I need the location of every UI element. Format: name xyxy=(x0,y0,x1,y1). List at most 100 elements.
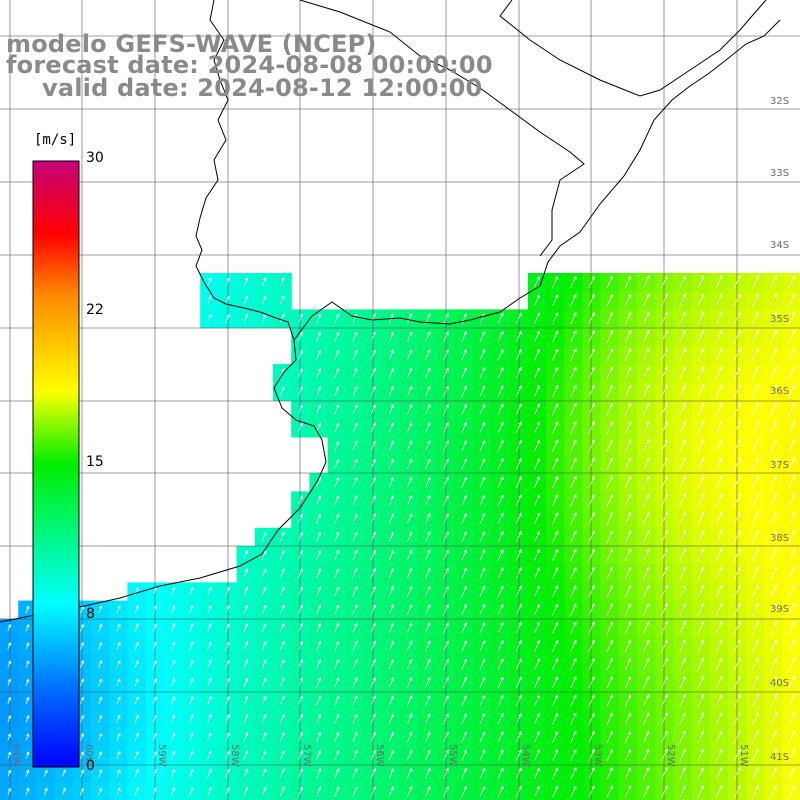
wind-arrow xyxy=(152,659,157,669)
wind-arrow xyxy=(497,530,504,543)
wind-arrow xyxy=(679,530,686,544)
wind-cell xyxy=(764,400,784,420)
wind-cell xyxy=(764,618,784,638)
wind-arrow xyxy=(443,330,449,342)
wind-arrow xyxy=(316,586,322,597)
wind-arrow xyxy=(352,731,358,742)
wind-arrow xyxy=(406,385,413,397)
wind-cell xyxy=(728,345,747,365)
wind-cell xyxy=(673,637,693,656)
wind-arrow xyxy=(552,749,559,761)
wind-arrow xyxy=(352,549,358,560)
wind-arrow xyxy=(443,640,449,652)
wind-arrow xyxy=(770,511,778,526)
wind-arrow xyxy=(497,603,504,616)
wind-arrow xyxy=(661,712,668,725)
wind-arrow xyxy=(588,585,595,598)
wind-arrow xyxy=(715,566,723,580)
wind-cell xyxy=(673,400,693,420)
wind-cell xyxy=(764,473,784,492)
wind-arrow xyxy=(788,438,796,453)
wind-arrow xyxy=(661,275,668,289)
wind-arrow xyxy=(243,277,249,287)
wind-arrow xyxy=(425,640,431,652)
wind-arrow xyxy=(733,657,741,671)
wind-arrow xyxy=(298,513,303,524)
wind-arrow xyxy=(479,439,486,452)
wind-arrow xyxy=(388,422,395,433)
wind-arrow xyxy=(606,603,613,616)
wind-cell xyxy=(691,473,711,492)
wind-arrow xyxy=(370,440,376,451)
wind-cell xyxy=(746,637,765,656)
wind-arrow xyxy=(715,420,723,435)
wind-arrow xyxy=(515,621,522,634)
wind-arrow xyxy=(243,586,249,596)
wind-cell xyxy=(691,273,711,292)
wind-arrow xyxy=(116,750,121,760)
wind-arrow xyxy=(770,347,778,362)
wind-arrow xyxy=(697,329,705,343)
wind-arrow xyxy=(588,475,595,489)
wind-arrow xyxy=(7,769,12,777)
wind-arrow xyxy=(443,603,449,615)
wind-arrow xyxy=(606,621,613,634)
wind-arrow xyxy=(570,330,577,343)
wind-arrow xyxy=(80,660,85,668)
wind-arrow xyxy=(406,622,413,633)
wind-cell xyxy=(709,527,729,547)
wind-arrow xyxy=(80,678,84,687)
wind-arrow xyxy=(570,785,577,798)
wind-arrow xyxy=(788,784,796,799)
wind-arrow xyxy=(334,749,340,761)
wind-arrow xyxy=(98,659,103,669)
wind-arrow xyxy=(770,329,778,344)
wind-arrow xyxy=(189,586,194,596)
wind-arrow xyxy=(370,586,376,597)
latitude-labels: 32S 33S 34S 35S 36S 37S 38S 39S 40S 41S xyxy=(770,96,789,763)
wind-arrow xyxy=(715,329,723,343)
wind-arrow xyxy=(261,731,267,742)
wind-arrow xyxy=(170,586,176,596)
wind-arrow xyxy=(316,658,322,670)
wind-cell xyxy=(728,436,747,456)
wind-arrow xyxy=(334,549,340,560)
wind-arrow xyxy=(770,657,778,671)
wind-arrow xyxy=(479,530,486,543)
wind-arrow xyxy=(461,494,468,506)
wind-cell xyxy=(728,473,747,492)
wind-arrow xyxy=(733,784,741,798)
wind-arrow xyxy=(552,330,559,343)
wind-arrow xyxy=(552,730,559,743)
wind-arrow xyxy=(225,750,230,760)
wind-arrow xyxy=(207,714,212,724)
wind-arrow xyxy=(570,657,577,671)
wind-cell xyxy=(709,691,729,711)
wind-cell xyxy=(709,345,729,365)
wind-arrow xyxy=(606,512,614,525)
wind-arrow xyxy=(7,642,12,650)
wind-arrow xyxy=(334,404,340,415)
wind-arrow xyxy=(679,766,686,780)
wind-arrow xyxy=(624,639,632,653)
wind-arrow xyxy=(697,584,705,598)
wind-arrow xyxy=(334,476,340,488)
wind-arrow xyxy=(479,640,486,652)
wind-arrow xyxy=(606,311,613,325)
wind-arrow xyxy=(298,622,303,633)
wind-arrow xyxy=(552,403,559,416)
wind-cell xyxy=(691,691,711,711)
wind-cell xyxy=(728,709,747,729)
wind-arrow xyxy=(534,275,540,288)
wind-arrow xyxy=(624,311,632,325)
wind-arrow xyxy=(479,494,486,506)
wind-arrow xyxy=(461,694,467,706)
wind-arrow xyxy=(570,475,577,489)
wind-arrow xyxy=(461,567,468,579)
wind-arrow xyxy=(570,621,577,634)
wind-arrow xyxy=(425,785,431,797)
wind-arrow xyxy=(189,641,194,651)
wind-arrow xyxy=(461,767,467,779)
wind-cell xyxy=(637,345,656,365)
wind-arrow xyxy=(679,438,686,453)
